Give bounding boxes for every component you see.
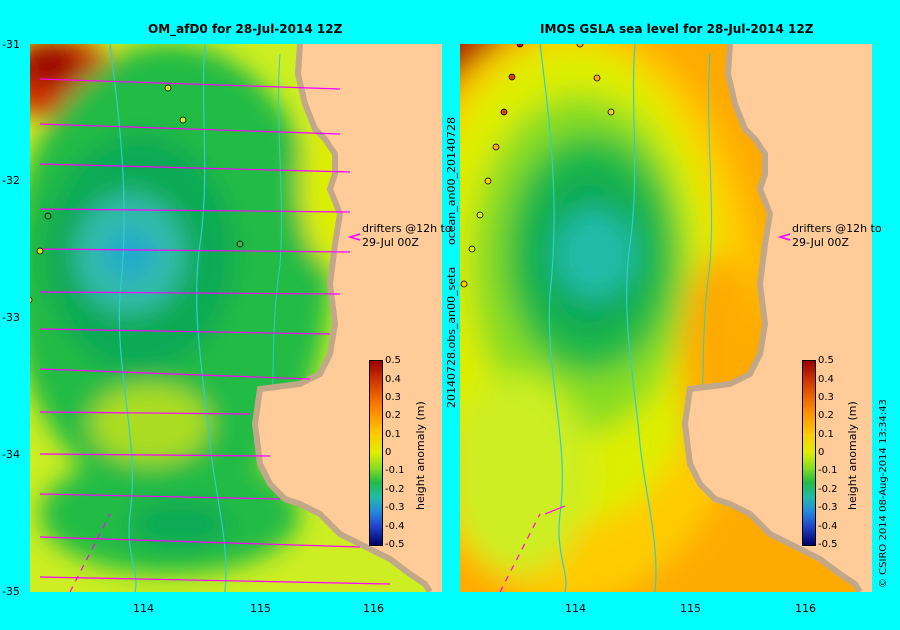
left-map-panel [30, 44, 442, 592]
drifter-points [30, 84, 244, 304]
drifter-arrows [39, 78, 391, 592]
right-colorbar-tick: -0.4 [818, 521, 838, 532]
left-drifter-annotation-2: 29-Jul 00Z [362, 236, 419, 249]
right-x-tick: 114 [565, 602, 586, 615]
right-colorbar-tick: -0.2 [818, 484, 838, 495]
copyright-footer: © CSIRO 2014 08-Aug-2014 13:34:43 [878, 399, 889, 588]
left-map [30, 44, 442, 592]
left-y-tick: -33 [2, 311, 20, 324]
right-panel-title: IMOS GSLA sea level for 28-Jul-2014 12Z [540, 22, 814, 36]
right-colorbar [802, 360, 816, 546]
left-x-tick: 116 [363, 602, 384, 615]
right-x-tick: 115 [680, 602, 701, 615]
right-colorbar-tick: -0.3 [818, 502, 838, 513]
drifter-arrows [499, 505, 566, 592]
left-colorbar-tick: 0.5 [385, 355, 401, 366]
right-annotation-arrow [777, 233, 791, 241]
left-colorbar-tick: -0.2 [385, 484, 405, 495]
right-colorbar-tick: 0.2 [818, 410, 834, 421]
right-colorbar-tick: -0.5 [818, 539, 838, 550]
left-colorbar-tick: -0.3 [385, 502, 405, 513]
right-colorbar-tick: 0.5 [818, 355, 834, 366]
right-drifter-annotation-2: 29-Jul 00Z [792, 236, 849, 249]
right-colorbar-tick: 0.4 [818, 374, 834, 385]
left-colorbar-tick: -0.1 [385, 465, 405, 476]
left-colorbar-tick: 0.3 [385, 392, 401, 403]
left-colorbar-tick: 0.4 [385, 374, 401, 385]
right-drifter-annotation-1: drifters @12h to [792, 222, 882, 235]
right-x-tick: 116 [795, 602, 816, 615]
left-colorbar-tick: 0.2 [385, 410, 401, 421]
right-colorbar-tick: 0.3 [818, 392, 834, 403]
left-colorbar-tick: -0.5 [385, 539, 405, 550]
left-colorbar-tick: 0 [385, 447, 392, 458]
left-x-tick: 114 [133, 602, 154, 615]
right-colorbar-label: height anomaly (m) [846, 401, 859, 510]
left-y-tick: -34 [2, 448, 20, 461]
right-side-label-top: ocean_an00_20140728 [445, 117, 458, 245]
left-drifter-annotation-1: drifters @12h to [362, 222, 452, 235]
left-y-tick: -31 [2, 38, 20, 51]
right-colorbar-tick: 0.1 [818, 429, 834, 440]
left-colorbar-label: height anomaly (m) [414, 401, 427, 510]
left-x-tick: 115 [250, 602, 271, 615]
right-colorbar-tick: -0.1 [818, 465, 838, 476]
left-y-tick: -35 [2, 585, 20, 598]
left-colorbar-tick: -0.4 [385, 521, 405, 532]
drifter-points [460, 44, 615, 288]
left-annotation-arrow [347, 233, 361, 241]
left-y-tick: -32 [2, 174, 20, 187]
left-colorbar-tick: 0.1 [385, 429, 401, 440]
right-side-label-bottom: 20140728.obs_an00_seta [445, 266, 458, 408]
left-colorbar [369, 360, 383, 546]
right-colorbar-tick: 0 [818, 447, 825, 458]
left-panel-title: OM_afD0 for 28-Jul-2014 12Z [148, 22, 343, 36]
